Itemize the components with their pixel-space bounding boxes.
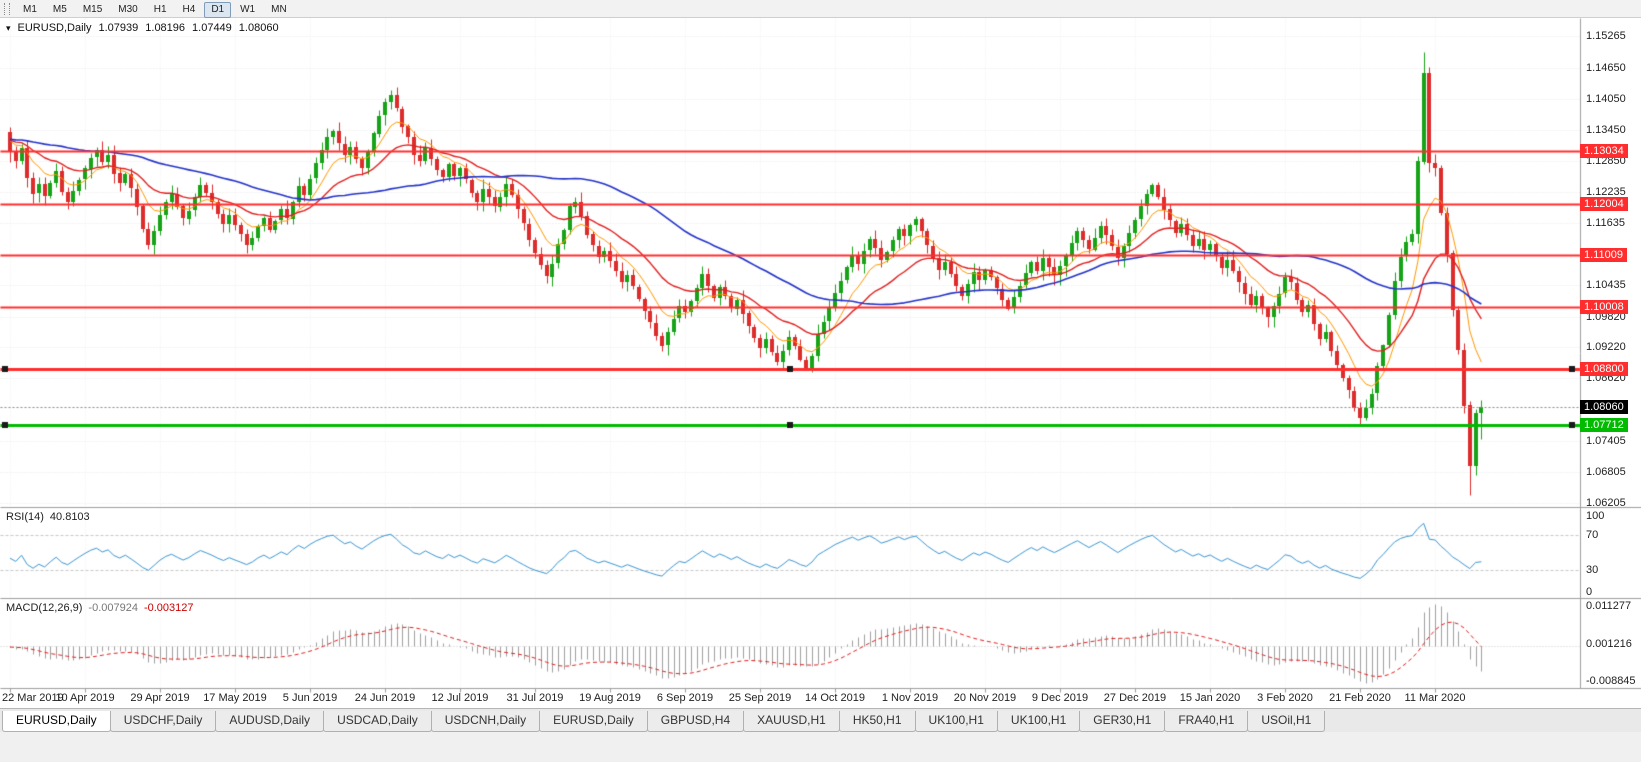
price-chart-canvas[interactable] [0,18,1641,708]
price-tick-label: 1.10435 [1586,279,1626,291]
date-tick-label: 3 Feb 2020 [1257,692,1313,704]
ohlc-low-value: 1.07449 [192,22,232,34]
date-axis[interactable]: 22 Mar 2019 10 Apr 2019 29 Apr 2019 17 May … [0,691,1580,708]
timeframe-button-m5[interactable]: M5 [46,2,74,18]
price-tick-label: 1.15265 [1586,30,1626,42]
date-tick-label: 19 Aug 2019 [579,692,641,704]
rsi-tick-label: 0 [1586,586,1593,598]
timeframe-button-m30[interactable]: M30 [111,2,144,18]
price-tick-label: 1.09820 [1586,311,1626,323]
date-tick-label: 29 Apr 2019 [130,692,190,704]
date-tick-label: 5 Jun 2019 [282,692,338,704]
rsi-tick-label: 30 [1586,564,1599,576]
date-tick-label: 25 Sep 2019 [728,692,792,704]
price-tick-label: 1.06205 [1586,497,1626,509]
rsi-tick-label: 70 [1586,529,1599,541]
timeframe-button-w1[interactable]: W1 [233,2,262,18]
price-tick-label: 1.12850 [1586,155,1626,167]
timeframe-buttons: M1 M5 M15 M30 H1 H4 D1 W1 MN [15,0,295,18]
date-tick-label: 31 Jul 2019 [506,692,564,704]
date-tick-label: 17 May 2019 [203,692,267,704]
chart-tabs-bar: EURUSD,Daily USDCHF,Daily AUDUSD,Daily USDC… [0,708,1641,732]
chart-region: ▾ EURUSD,Daily 1.07939 1.08196 1.07449 1… [0,18,1641,708]
rsi-indicator-label: RSI(14) 40.8103 [6,511,90,523]
price-level-badge: 1.10008 [1580,300,1628,314]
macd-tick-label: 0.011277 [1586,600,1632,612]
macd-tick-label: -0.008845 [1586,675,1636,687]
rsi-tick-label: 100 [1586,510,1605,522]
macd-main-value: -0.007924 [88,602,138,614]
chart-tab-uk100-h1[interactable]: UK100,H1 [996,711,1081,732]
rsi-name: RSI(14) [6,511,44,523]
timeframe-button-mn[interactable]: MN [264,2,294,18]
price-level-badge: 1.13034 [1580,144,1628,158]
chart-tab-eurusd-daily[interactable]: EURUSD,Daily [2,711,111,732]
price-tick-label: 1.09220 [1586,341,1626,353]
chart-tab-fra40-h1[interactable]: FRA40,H1 [1164,711,1249,732]
date-tick-label: 21 Feb 2020 [1329,692,1391,704]
date-tick-label: 10 Apr 2019 [55,692,115,704]
chart-tab-xauusd-h1[interactable]: XAUUSD,H1 [743,711,840,732]
price-level-badge: 1.08800 [1580,362,1628,376]
macd-signal-value: -0.003127 [143,602,194,614]
price-level-badge: 1.11009 [1580,248,1627,262]
timeframe-button-m15[interactable]: M15 [76,2,109,18]
date-tick-label: 24 Jun 2019 [354,692,416,704]
ohlc-open-value: 1.07939 [98,22,139,34]
chart-tab-usdcad-daily[interactable]: USDCAD,Daily [323,711,432,732]
chart-tab-audusd-daily[interactable]: AUDUSD,Daily [215,711,325,732]
chart-symbol-label: EURUSD,Daily [17,22,92,34]
price-axis[interactable]: 1.15265 1.14650 1.14050 1.13450 1.12850 1.122… [1580,18,1641,708]
price-level-badge: 1.07712 [1580,418,1628,432]
chart-info: ▾ EURUSD,Daily 1.07939 1.08196 1.07449 1… [6,22,279,34]
timeframe-toolbar: M1 M5 M15 M30 H1 H4 D1 W1 MN [0,0,1641,18]
chart-tab-usdchf-daily[interactable]: USDCHF,Daily [109,711,217,732]
date-tick-label: 1 Nov 2019 [881,692,939,704]
date-tick-label: 11 Mar 2020 [1404,692,1466,704]
date-tick-label: 12 Jul 2019 [431,692,489,704]
price-tick-label: 1.12235 [1586,186,1626,198]
price-tick-label: 1.13450 [1586,124,1626,136]
price-level-badge: 1.12004 [1580,197,1628,211]
macd-indicator-label: MACD(12,26,9) -0.007924 -0.003127 [6,602,194,614]
ohlc-close-value: 1.08060 [238,22,279,34]
toolbar-grip-handle[interactable] [4,2,10,15]
timeframe-button-d1[interactable]: D1 [204,2,232,18]
timeframe-button-m1[interactable]: M1 [16,2,44,18]
chart-tab-usdcnh-daily[interactable]: USDCNH,Daily [430,711,541,732]
current-price-badge: 1.08060 [1580,400,1628,414]
date-tick-label: 27 Dec 2019 [1103,692,1167,704]
timeframe-button-h1[interactable]: H1 [147,2,174,18]
price-tick-label: 1.07405 [1586,435,1626,447]
macd-name: MACD(12,26,9) [6,602,83,614]
chart-tab-eurusd-daily[interactable]: EURUSD,Daily [539,711,648,732]
chart-tab-hk50-h1[interactable]: HK50,H1 [838,711,916,732]
macd-tick-label: 0.001216 [1586,638,1632,650]
chart-tab-ger30-h1[interactable]: GER30,H1 [1079,711,1166,732]
date-tick-label: 15 Jan 2020 [1179,692,1241,704]
price-tick-label: 1.11635 [1586,217,1625,229]
rsi-value: 40.8103 [49,511,90,523]
chevron-down-icon[interactable]: ▾ [6,22,11,33]
date-tick-label: 22 Mar 2019 [2,692,64,704]
price-tick-label: 1.14650 [1586,62,1626,74]
price-tick-label: 1.14050 [1586,93,1626,105]
timeframe-button-h4[interactable]: H4 [176,2,203,18]
price-tick-label: 1.06805 [1586,466,1626,478]
date-tick-label: 14 Oct 2019 [805,692,865,704]
chart-tab-uk100-h1[interactable]: UK100,H1 [914,711,998,732]
date-tick-label: 9 Dec 2019 [1031,692,1089,704]
chart-tab-gbpusd-h4[interactable]: GBPUSD,H4 [646,711,745,732]
status-area [0,732,1641,762]
date-tick-label: 6 Sep 2019 [656,692,714,704]
date-tick-label: 20 Nov 2019 [953,692,1017,704]
chart-tab-usoil-h1[interactable]: USOil,H1 [1247,711,1326,732]
ohlc-high-value: 1.08196 [145,22,186,34]
